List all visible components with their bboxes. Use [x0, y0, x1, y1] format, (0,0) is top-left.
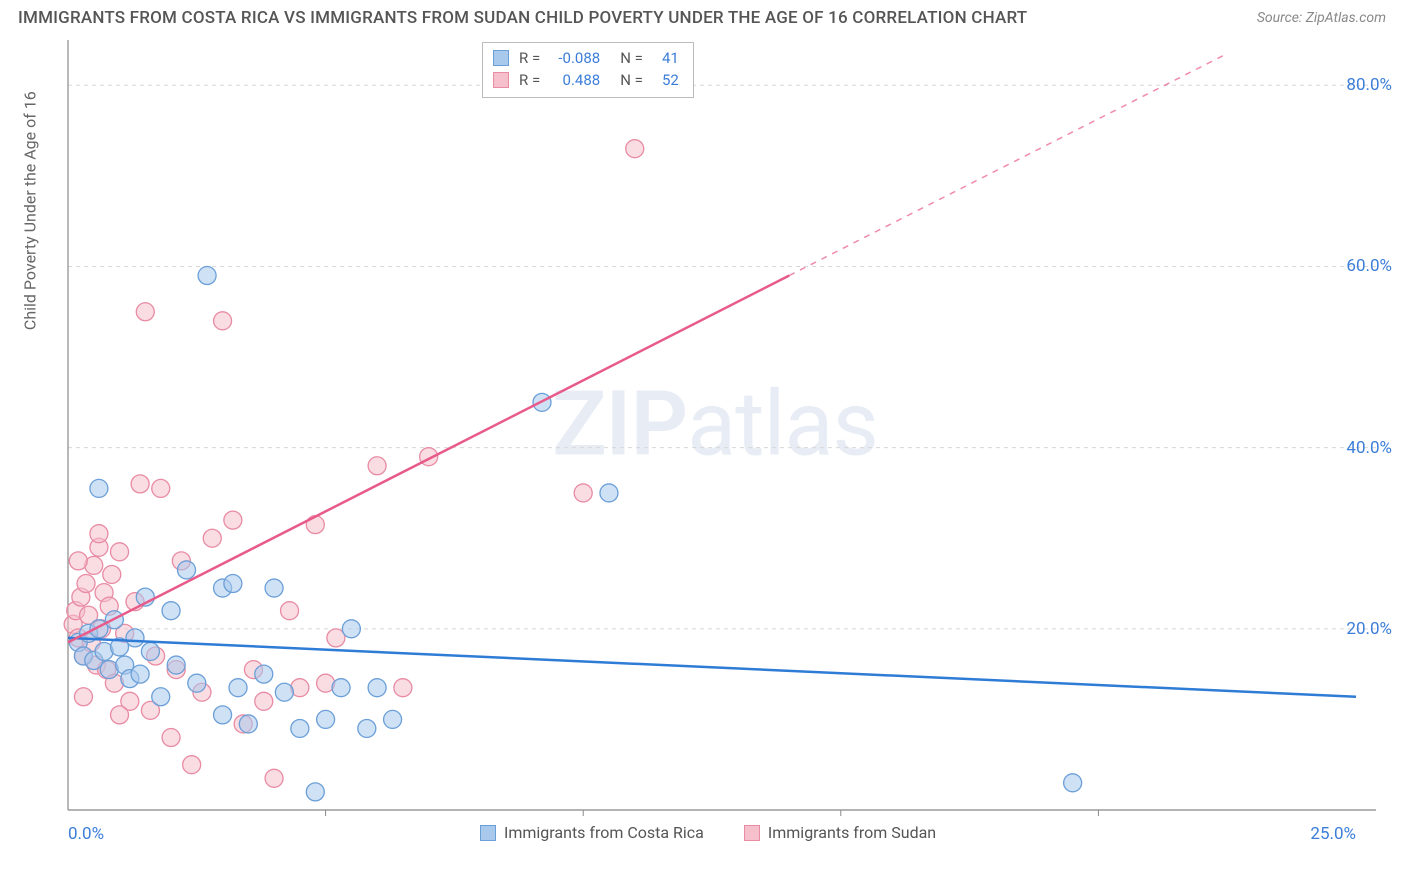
chart-title: IMMIGRANTS FROM COSTA RICA VS IMMIGRANTS…: [18, 8, 1027, 28]
legend-label-blue: Immigrants from Costa Rica: [504, 823, 704, 842]
x-tick-label: 0.0%: [68, 824, 104, 844]
swatch-pink-icon: [493, 72, 509, 88]
y-tick-label: 80.0%: [1346, 75, 1392, 95]
r-label: R =: [519, 69, 540, 91]
chart-area: Child Poverty Under the Age of 16 ZIPatl…: [50, 40, 1380, 840]
stats-legend: R = -0.088 N = 41 R = 0.488 N = 52: [482, 42, 694, 98]
series-legend: Immigrants from Costa Rica Immigrants fr…: [480, 823, 936, 842]
y-tick-label: 40.0%: [1346, 438, 1392, 458]
y-axis-label: Child Poverty Under the Age of 16: [21, 91, 40, 330]
n-label: N =: [620, 47, 643, 69]
y-tick-label: 60.0%: [1346, 256, 1392, 276]
x-tick-label: 25.0%: [1310, 824, 1356, 844]
scatter-plot: [50, 40, 1380, 840]
swatch-blue-icon: [493, 50, 509, 66]
y-tick-label: 20.0%: [1346, 619, 1392, 639]
r-label: R =: [519, 47, 540, 69]
stats-row-pink: R = 0.488 N = 52: [493, 69, 679, 91]
legend-item-pink: Immigrants from Sudan: [744, 823, 936, 842]
swatch-blue-icon: [480, 825, 496, 841]
n-label: N =: [620, 69, 643, 91]
n-value-pink: 52: [651, 69, 679, 91]
n-value-blue: 41: [651, 47, 679, 69]
swatch-pink-icon: [744, 825, 760, 841]
legend-label-pink: Immigrants from Sudan: [768, 823, 936, 842]
stats-row-blue: R = -0.088 N = 41: [493, 47, 679, 69]
r-value-blue: -0.088: [548, 47, 600, 69]
r-value-pink: 0.488: [548, 69, 600, 91]
legend-item-blue: Immigrants from Costa Rica: [480, 823, 704, 842]
source-attribution: Source: ZipAtlas.com: [1257, 10, 1386, 26]
